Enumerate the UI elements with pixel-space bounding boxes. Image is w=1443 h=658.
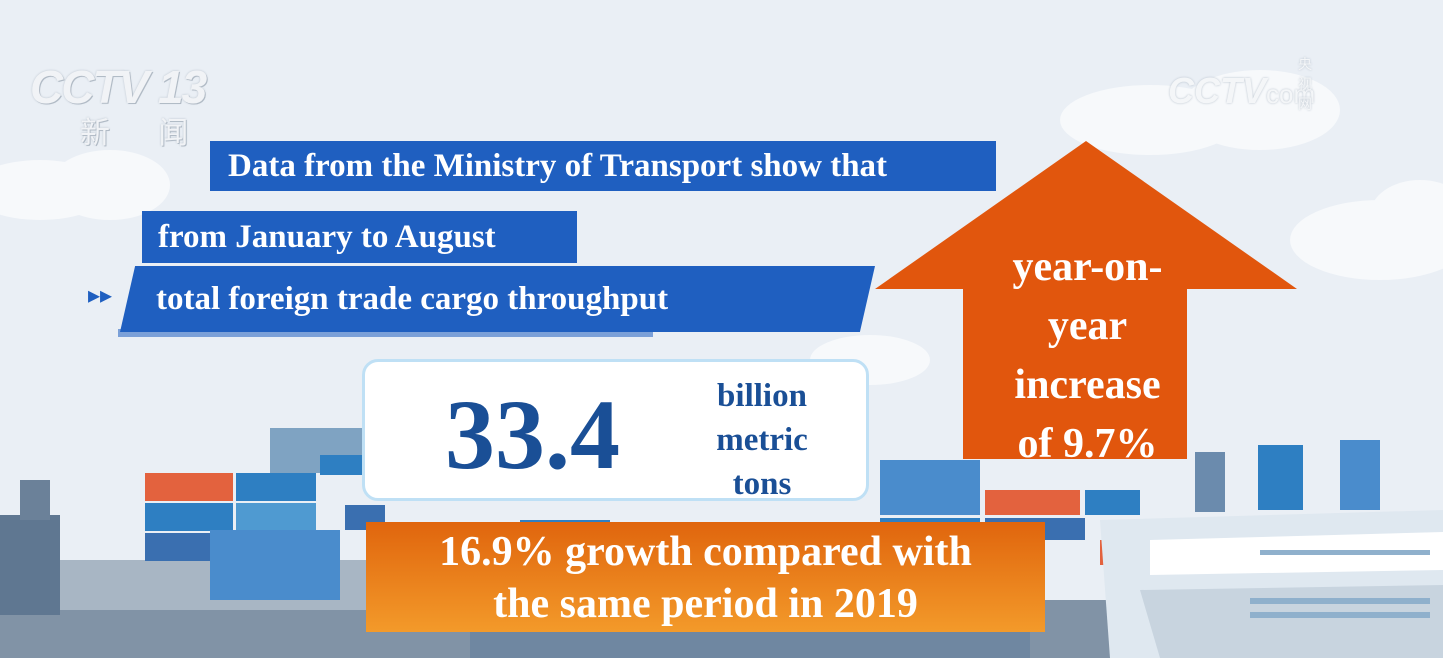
channel-number: 13 [158, 61, 207, 113]
channel-subtitle: 新 闻 [80, 117, 209, 150]
cctv-logo-text: CCTV [30, 61, 149, 113]
growth-line-2: the same period in 2019 [493, 581, 918, 627]
up-arrow-icon [875, 141, 1297, 459]
cctv-com-suffix: com [1266, 79, 1316, 109]
ship [1100, 510, 1443, 658]
throughput-value: 33.4 [445, 379, 620, 490]
cctv-com-logo: CCTVcom 央视网 [1168, 56, 1316, 112]
arrow-text-line: year-on- [1012, 244, 1163, 290]
arrow-text-line: of 9.7% [1017, 421, 1158, 467]
cctv-com-logo-text: CCTV [1168, 70, 1266, 111]
throughput-unit: billion metric tons [707, 374, 817, 506]
throughput-figure-box: 33.4 billion metric tons [362, 359, 869, 502]
cctv13-logo: CCTV 13 新 闻 [30, 60, 208, 152]
headline-line-1: Data from the Ministry of Transport show… [210, 141, 996, 191]
cctv-com-small-label: 央视网 [1298, 56, 1312, 112]
clouds [0, 70, 1443, 385]
growth-line-1: 16.9% growth compared with [439, 529, 972, 575]
chevron-right-icon: ▸▸ [88, 281, 113, 309]
banner-underline [118, 329, 653, 337]
unit-line: billion [717, 378, 807, 414]
headline-line-3: total foreign trade cargo throughput [120, 266, 875, 332]
growth-banner: 16.9% growth compared with the same peri… [366, 522, 1045, 632]
unit-line: tons [732, 466, 792, 502]
yoy-increase-text: year-on- year increase of 9.7% [985, 238, 1190, 474]
arrow-text-line: increase [1014, 362, 1161, 408]
arrow-text-line: year [1047, 303, 1128, 349]
container-stacks-left [145, 428, 385, 600]
unit-line: metric [716, 422, 808, 458]
headline-line-2: from January to August [142, 211, 577, 263]
